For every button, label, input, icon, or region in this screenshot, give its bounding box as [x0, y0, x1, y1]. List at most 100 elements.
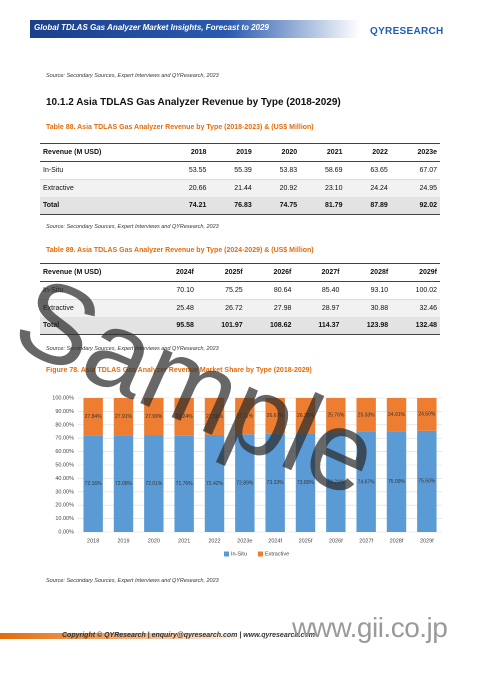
table-cell: Total — [40, 197, 165, 215]
bar-segment — [235, 398, 255, 435]
table-cell: 53.83 — [254, 161, 301, 180]
x-tick-label: 2019 — [117, 538, 129, 544]
table-caption: Table 89. Asia TDLAS Gas Analyzer Revenu… — [46, 247, 314, 254]
table-cell: 55.39 — [209, 161, 255, 180]
data-label: 25.76% — [327, 413, 345, 419]
source-note: Source: Secondary Sources, Expert Interv… — [46, 73, 219, 79]
bar-segment — [295, 398, 316, 434]
table-cell: 24.95 — [390, 179, 440, 197]
table-cell: 80.64 — [245, 281, 295, 300]
section-heading: 10.1.2 Asia TDLAS Gas Analyzer Revenue b… — [46, 97, 341, 108]
data-label: 24.91% — [388, 412, 406, 418]
data-label: 27.84% — [85, 414, 103, 420]
table-cell: 81.79 — [300, 197, 346, 215]
bar-segment — [386, 431, 407, 532]
source-note: Source: Secondary Sources, Expert Interv… — [46, 224, 219, 230]
data-label: 72.42% — [206, 481, 224, 487]
data-label: 27.91% — [115, 414, 133, 420]
data-label: 72.09% — [115, 481, 133, 487]
data-label: 27.11% — [237, 413, 254, 419]
data-label: 73.80% — [297, 480, 315, 486]
data-label: 27.58% — [206, 414, 224, 420]
y-tick-label: 10.00% — [55, 516, 74, 522]
table-cell: 2029f — [391, 263, 440, 282]
table-cell: 25.48 — [154, 299, 197, 317]
x-tick-label: 2029f — [420, 538, 434, 544]
x-tick-label: 2026f — [329, 538, 343, 544]
table-cell: 123.98 — [342, 317, 392, 335]
bar-segment — [204, 398, 225, 435]
data-label: 27.99% — [145, 414, 163, 420]
table-cell: 2027f — [294, 263, 343, 282]
x-tick-label: 2018 — [87, 538, 99, 544]
table-caption: Table 88. Asia TDLAS Gas Analyzer Revenu… — [46, 124, 314, 131]
legend-swatch — [258, 551, 263, 557]
bar-segment — [83, 398, 103, 436]
data-label: 24.50% — [418, 412, 436, 418]
x-tick-label: 2020 — [148, 538, 160, 544]
table-row: Total 95.58 101.97 108.62 114.37 123.98 132.48 — [40, 317, 440, 335]
bar-segment — [417, 430, 437, 532]
table-cell: 2020 — [254, 143, 301, 162]
table-cell: Revenue (M USD) — [40, 263, 155, 282]
table-row: Total 74.21 76.83 74.75 81.79 87.89 92.02 — [40, 197, 440, 215]
table-cell: Extractive — [40, 299, 155, 317]
copyright: Copyright © QYResearch | enquiry@qyresea… — [62, 632, 315, 639]
table-cell: 108.62 — [245, 317, 295, 335]
y-tick-label: 90.00% — [55, 409, 74, 415]
table-cell: 2028f — [342, 263, 392, 282]
data-label: 72.01% — [145, 481, 163, 487]
table-cell: 74.75 — [254, 197, 301, 215]
table-cell: 2018 — [164, 143, 210, 162]
bar-segment — [356, 398, 376, 432]
x-tick-label: 2022 — [208, 538, 220, 544]
data-label: 72.89% — [236, 480, 254, 486]
y-tick-label: 50.00% — [55, 462, 74, 468]
legend-label: In-Situ — [231, 551, 247, 557]
table-cell: Total — [40, 317, 155, 335]
table-cell: 24.24 — [345, 179, 391, 197]
table-cell: 28.97 — [294, 299, 343, 317]
bar-segment — [386, 398, 407, 432]
table-cell: 85.40 — [294, 281, 343, 300]
bar-segment — [326, 398, 346, 433]
table-row: Extractive 25.48 26.72 27.98 28.97 30.88 32.46 — [40, 299, 440, 317]
table-cell: 27.98 — [245, 299, 295, 317]
table-cell: 2021 — [300, 143, 346, 162]
x-tick-label: 2021 — [178, 538, 190, 544]
table-cell: 93.10 — [342, 281, 392, 300]
table-cell: 100.02 — [391, 281, 440, 300]
table-cell: 2022 — [345, 143, 391, 162]
table-cell: 95.58 — [154, 317, 197, 335]
table-row: Revenue (M USD) 2024f 2025f 2026f 2027f 2028f… — [40, 263, 440, 282]
y-tick-label: 100.00% — [52, 395, 74, 401]
figure-caption: Figure 78. Asia TDLAS Gas Analyzer Reven… — [46, 367, 312, 374]
bar-segment — [295, 433, 316, 532]
table-cell: 2025f — [196, 263, 246, 282]
bar-segment — [326, 432, 346, 532]
y-tick-label: 70.00% — [55, 436, 74, 442]
table-cell: 58.69 — [300, 161, 346, 180]
watermark-site: www.gii.co.jp — [292, 612, 448, 643]
y-tick-label: 80.00% — [55, 422, 74, 428]
bar-segment — [144, 435, 164, 532]
bar-segment — [83, 435, 103, 532]
header-title: Global TDLAS Gas Analyzer Market Insight… — [34, 23, 269, 32]
y-tick-label: 40.00% — [55, 476, 74, 482]
table-cell: 75.25 — [196, 281, 246, 300]
table-cell: 20.92 — [254, 179, 301, 197]
bar-segment — [417, 398, 437, 431]
data-label: 73.33% — [267, 480, 285, 486]
data-table: Revenue (M USD) 2024f 2025f 2026f 2027f 2028f… — [40, 263, 440, 335]
source-note: Source: Secondary Sources, Expert Interv… — [46, 346, 219, 352]
table-cell: 2019 — [209, 143, 255, 162]
bar-segment — [113, 398, 134, 436]
data-label: 26.67% — [267, 413, 285, 419]
table-cell: 2023e — [390, 143, 440, 162]
table-cell: In-Situ — [40, 281, 155, 300]
table-cell: Revenue (M USD) — [40, 143, 165, 162]
data-label: 25.33% — [358, 412, 376, 418]
bar-segment — [265, 433, 285, 532]
y-tick-label: 60.00% — [55, 449, 74, 455]
